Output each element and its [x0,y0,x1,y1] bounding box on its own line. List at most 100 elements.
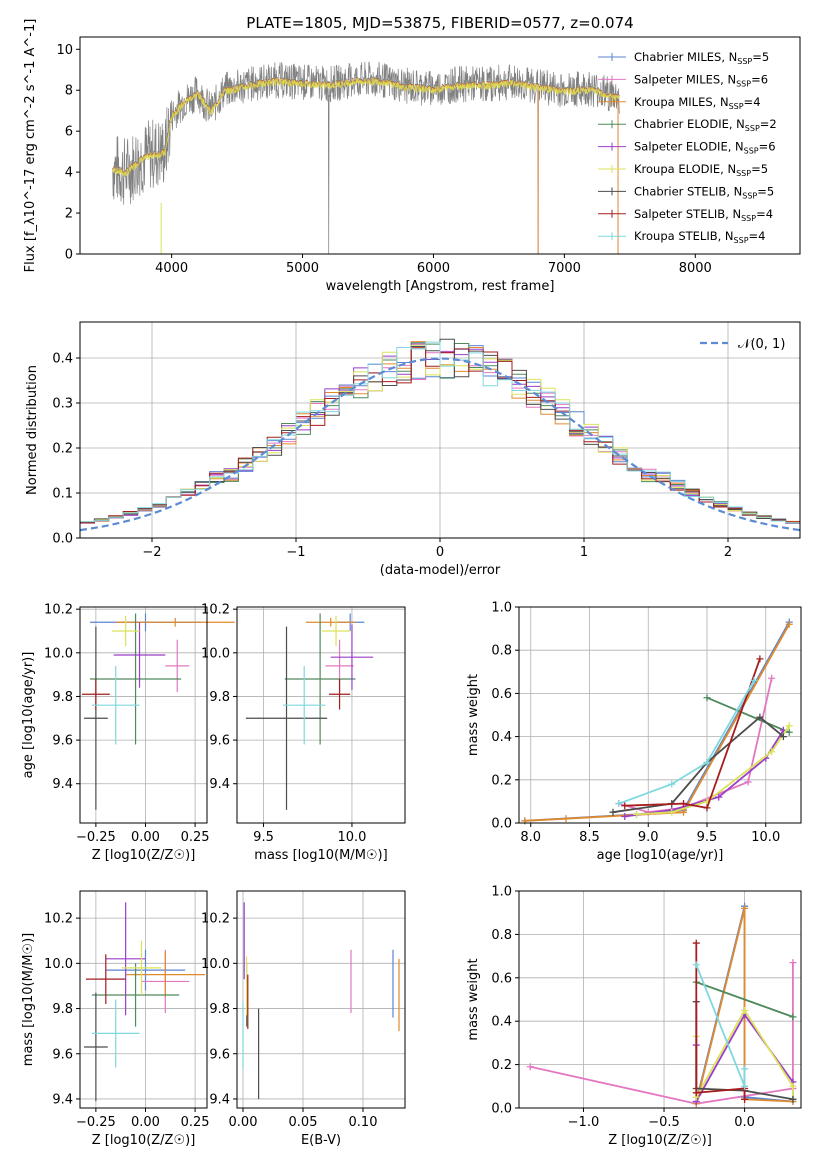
legend-series-name: Kroupa MILES [634,95,713,109]
legend-n-prefix: , N [713,95,729,109]
errorbar-kroupa-stelib [91,665,140,745]
x-tick-label: 9.0 [638,830,659,845]
x-tick-label: 0 [436,545,444,560]
errorbar-chabrier-stelib [83,626,108,810]
age_vs_Z-frame [79,606,208,824]
y-axis-label: Normed distribution [25,365,40,495]
point-marker-salpeter-stelib [692,939,700,947]
legend-n-subscript: SSP [734,236,749,245]
legend-nssp-value: 4 [766,207,773,221]
x-tick-label: −0.5 [648,1115,680,1130]
errorbar-salpeter-elodie [113,622,166,688]
legend-equals: = [749,229,759,243]
errorbar-kroupa-stelib [282,665,326,745]
y-tick-label: 9.4 [52,777,73,792]
age_vs_Z-plot-area [81,613,235,810]
y-tick-label: 0.2 [52,442,73,457]
point-marker-chabrier-stelib [609,808,617,816]
x-tick-label: 8000 [679,261,712,276]
legend-n-subscript: SSP [736,169,751,178]
y-tick-label: 10 [56,43,73,58]
point-marker-kroupa-miles [741,904,749,912]
y-tick-label: 9.6 [209,1047,230,1062]
errorbar-kroupa-miles [125,952,206,998]
x-axis-label: mass [log10(M/M☉)] [254,848,387,863]
age_vs_mass-plot-area [245,613,374,810]
x-axis-label: E(B-V) [301,1133,341,1148]
mass_vs_Z-axes: −0.25 0.00 0.25 9.4 9.6 9.8 10.0 10.2 Z [log10(Z… [21,891,210,1148]
legend-n-subscript: SSP [737,57,752,66]
y-tick-label: 0.4 [491,1015,512,1030]
legend-nssp-value: 5 [767,184,774,198]
errorbar-chabrier-elodie [89,613,182,745]
y-tick-label: 6 [65,125,73,140]
x-axis-label: wavelength [Angstrom, rest frame] [326,279,555,294]
y-axis-label: age [log10(age/yr)] [21,652,36,779]
x-axis-label: (data-model)/error [380,563,501,578]
model-spectrum-salpeter-stelib [112,76,620,177]
legend-nssp-value: 6 [768,140,775,154]
massweight_vs_Z-frame [518,890,802,1109]
errorbar-kroupa-stelib [91,999,140,1068]
y-tick-label: 10.0 [201,646,230,661]
errorbar-salpeter-stelib [81,679,110,710]
legend-series-name: Chabrier STELIB [634,184,726,198]
y-tick-label: 9.8 [209,690,230,705]
y-tick-label: 2 [65,207,73,222]
legend-n-prefix: , N [718,229,734,243]
x-tick-label: −1 [286,545,305,560]
x-tick-label: 0.25 [181,1115,210,1130]
x-tick-label: 0.00 [131,830,160,845]
point-marker-salpeter-stelib [756,655,764,663]
x-tick-label: 1 [580,545,588,560]
legend-series-name: Salpeter MILES [634,72,720,86]
x-tick-label: 9.5 [253,830,274,845]
point-marker-kroupa-miles [785,620,793,628]
legend-n-subscript: SSP [729,102,744,111]
point-marker-kroupa-stelib [692,961,700,969]
observed-spectrum [112,61,620,254]
legend-n-prefix: , N [729,117,745,131]
point-marker-kroupa-elodie [789,1082,797,1090]
legend-n-subscript: SSP [744,147,759,156]
age_vs_mass-axes: 9.5 10.0 9.4 9.6 9.8 10.0 10.2 mass [log10(M/M☉… [201,603,405,863]
point-marker-kroupa-stelib [750,676,758,684]
errorbar-kroupa-miles [305,617,356,627]
x-tick-label: 2 [724,545,732,560]
legend-equals: = [757,184,767,198]
y-tick-label: 0.6 [491,971,512,986]
y-tick-label: 10.2 [44,912,73,927]
point-marker-salpeter-miles [768,674,776,682]
errorbar-kroupa-elodie [321,615,351,647]
x-axis-label: Z [log10(Z/Z☉)] [608,1133,712,1148]
y-tick-label: 0.8 [491,928,512,943]
y-tick-label: 9.6 [52,734,73,749]
point-marker-salpeter-stelib [680,800,687,808]
legend-series-name: Kroupa STELIB [634,229,718,243]
residuals-plot-area [79,338,801,532]
x-tick-label: 8.0 [520,830,541,845]
x-axis-label: Z [log10(Z/Z☉)] [92,848,196,863]
point-marker-chabrier-elodie [789,1013,797,1021]
spectrum-frame [79,36,801,255]
point-marker-salpeter-miles [789,959,797,967]
x-tick-label: 0.0 [734,1115,755,1130]
legend-nssp-value: 2 [769,117,776,131]
legend-label-chabrier-elodie: Chabrier ELODIE, NSSP=2 [634,117,777,133]
y-tick-label: 10.0 [44,957,73,972]
legend-series-name: Kroupa ELODIE [634,162,720,176]
point-marker-salpeter-miles [744,778,752,786]
histogram-kroupa-stelib [80,341,800,524]
model-spectrum-kroupa-elodie [112,77,620,178]
point-marker-salpeter-stelib [741,1095,749,1103]
legend-equals: = [752,50,762,64]
legend-n-prefix: , N [728,140,744,154]
legend-n-prefix: , N [725,207,741,221]
series-line-salpeter-stelib [695,943,746,1100]
model-spectrum-kroupa-miles [112,76,620,178]
legend-label-chabrier-miles: Chabrier MILES, NSSP=5 [634,50,769,66]
point-marker-kroupa-elodie [741,1006,749,1014]
errorbar-salpeter-miles [165,639,190,693]
